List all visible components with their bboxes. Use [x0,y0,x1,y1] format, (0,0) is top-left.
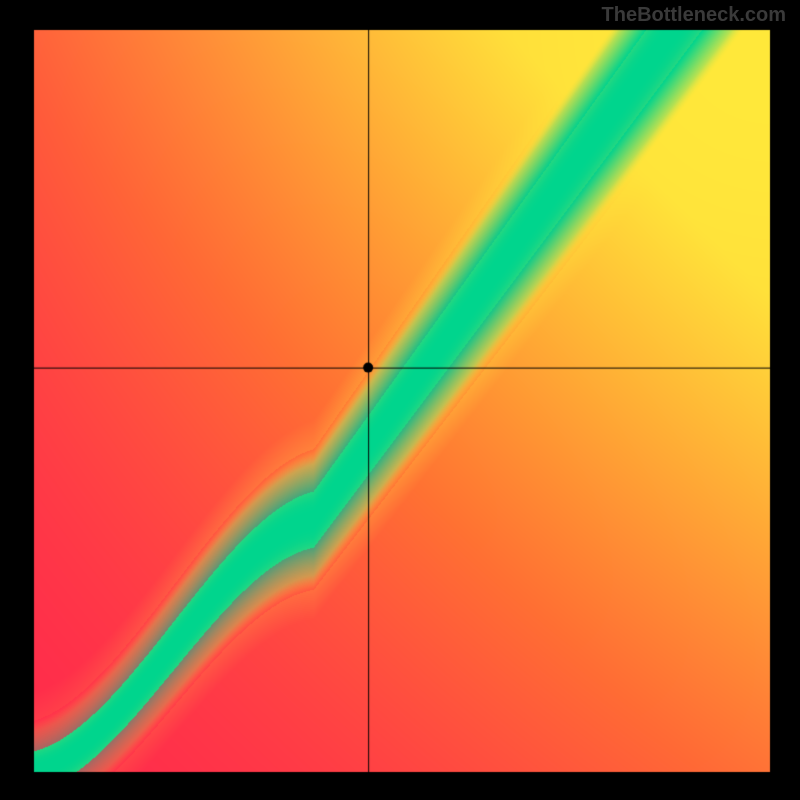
watermark-text: TheBottleneck.com [602,4,786,27]
bottleneck-heatmap [0,0,800,800]
